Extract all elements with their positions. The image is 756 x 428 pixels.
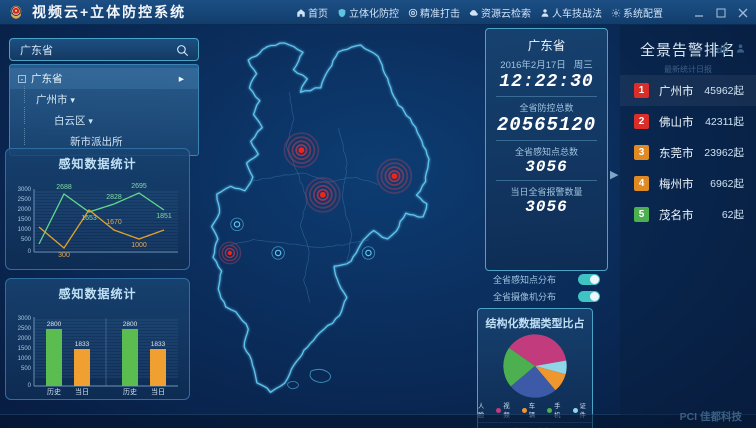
svg-text:1000: 1000 <box>18 356 32 362</box>
svg-text:3000: 3000 <box>18 187 32 193</box>
svg-text:300: 300 <box>58 252 70 259</box>
svg-text:1000: 1000 <box>18 227 32 233</box>
svg-text:2500: 2500 <box>18 197 32 203</box>
svg-text:2000: 2000 <box>18 207 32 213</box>
svg-text:历史: 历史 <box>123 387 137 396</box>
svg-text:2500: 2500 <box>18 326 32 332</box>
svg-text:1000: 1000 <box>131 242 147 249</box>
svg-text:1833: 1833 <box>75 341 90 348</box>
svg-text:0: 0 <box>28 383 32 389</box>
svg-text:1851: 1851 <box>156 213 172 220</box>
svg-text:2688: 2688 <box>56 184 72 191</box>
svg-text:1833: 1833 <box>151 341 166 348</box>
svg-text:2800: 2800 <box>123 321 138 328</box>
svg-text:2828: 2828 <box>106 194 122 201</box>
svg-text:1670: 1670 <box>106 219 122 226</box>
svg-text:历史: 历史 <box>47 387 61 396</box>
svg-text:0: 0 <box>28 249 32 255</box>
svg-text:2800: 2800 <box>47 321 62 328</box>
svg-text:3000: 3000 <box>18 316 32 322</box>
svg-text:2000: 2000 <box>18 336 32 342</box>
svg-text:500: 500 <box>21 366 32 372</box>
svg-text:当日: 当日 <box>75 387 89 396</box>
svg-text:2695: 2695 <box>131 183 147 190</box>
svg-text:当日: 当日 <box>151 387 165 396</box>
svg-text:1500: 1500 <box>18 346 32 352</box>
svg-text:1500: 1500 <box>18 217 32 223</box>
svg-text:1653: 1653 <box>81 215 97 222</box>
svg-text:500: 500 <box>21 237 32 243</box>
